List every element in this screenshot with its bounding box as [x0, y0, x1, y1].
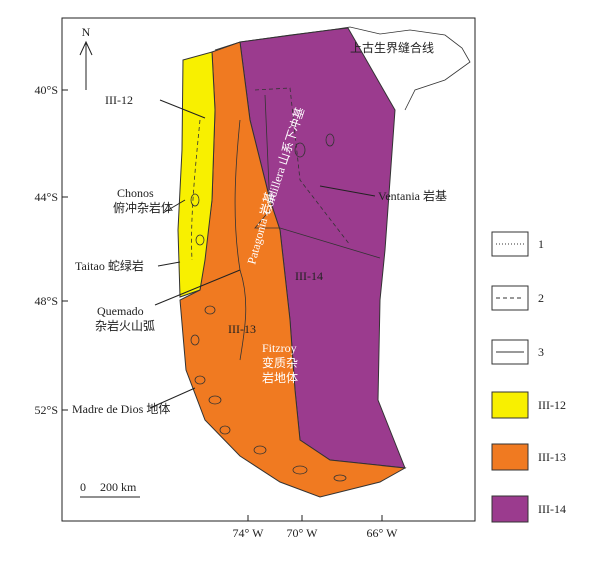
fitzroy-cn-label: 变质杂 [262, 355, 298, 370]
chonos-cn-label: 俯冲杂岩体 [113, 200, 173, 215]
region-iii-13 [179, 41, 407, 498]
unit-label: III-12 [105, 93, 133, 107]
quemado-label: Quemado [97, 304, 144, 318]
legend: 1 2 3 III-12 III-13 III-14 [491, 231, 566, 523]
leader-lines [79, 40, 376, 498]
legend-label: 3 [538, 345, 544, 359]
taitao-label: Taitao 蛇绿岩 [75, 258, 144, 273]
suture-label: 上古生界缝合线 [350, 40, 434, 55]
latitude-label: 44°S [35, 190, 58, 204]
madre-label: Madre de Dios 地体 [72, 402, 170, 416]
unit-label: III-13 [228, 322, 256, 336]
longitude-label: 70° W [287, 526, 319, 540]
unit-label: III-14 [295, 269, 323, 283]
longitude-label: 66° W [367, 526, 399, 540]
legend-label: III-13 [538, 450, 566, 464]
region-iii-12 [177, 51, 216, 298]
north-label: N [82, 25, 91, 39]
legend-label: 2 [538, 291, 544, 305]
ventania-label: Ventania 岩基 [378, 188, 447, 203]
latitude-label: 40°S [35, 83, 58, 97]
quemado-cn-label: 杂岩火山弧 [95, 318, 155, 333]
ticks [62, 89, 383, 521]
chonos-label: Chonos [117, 186, 154, 200]
frame [61, 17, 476, 522]
legend-label: III-14 [538, 502, 566, 516]
latitude-label: 48°S [35, 294, 58, 308]
longitude-label: 74° W [233, 526, 265, 540]
map-lines [190, 26, 471, 482]
scale-end: 200 km [100, 480, 137, 494]
fitzroy-label: Fitzroy [262, 341, 297, 355]
latitude-label: 52°S [35, 403, 58, 417]
legend-label: 1 [538, 237, 544, 251]
fitzroy-cn-label: 岩地体 [262, 370, 298, 385]
scale-start: 0 [80, 480, 86, 494]
legend-label: III-12 [538, 398, 566, 412]
